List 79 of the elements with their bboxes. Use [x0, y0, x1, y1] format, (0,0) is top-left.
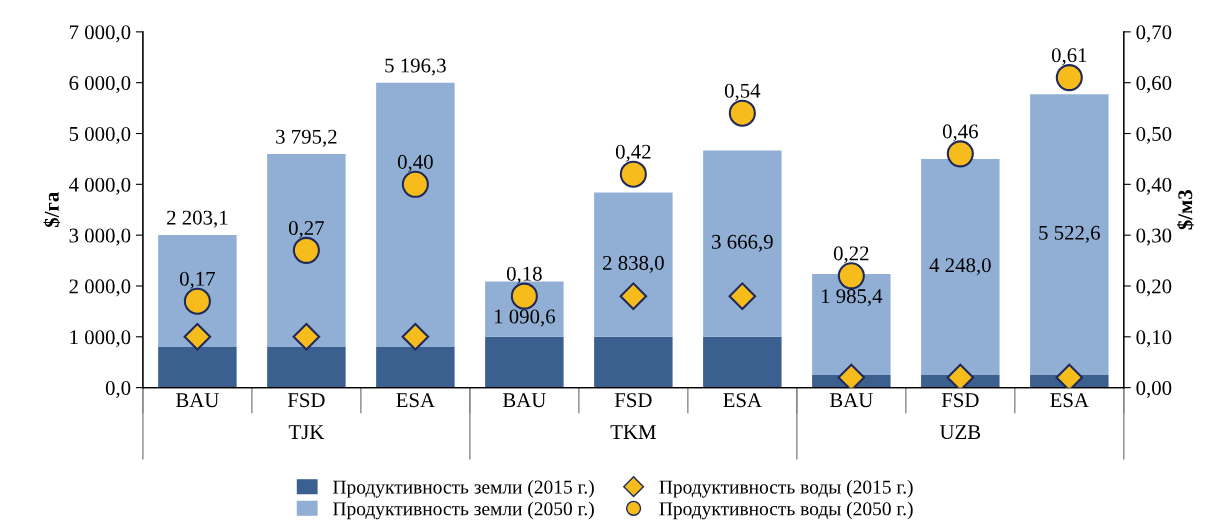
legend-label: Продуктивность земли (2050 г.): [333, 501, 594, 520]
y-tick-label: 5 000,0: [69, 126, 131, 144]
y2-tick-label: 0,30: [1136, 228, 1172, 246]
point: [728, 282, 757, 310]
point: [292, 236, 320, 264]
y2-tick-label: 0,70: [1136, 25, 1172, 43]
data-label: 0,61: [1051, 48, 1087, 66]
y2-axis-title: $/м3: [1177, 190, 1194, 230]
y-axis-title: $/га: [43, 192, 61, 228]
text: TJK: [288, 425, 325, 440]
y2-tick-label: 0,00: [1136, 381, 1172, 399]
data-label: 0,22: [833, 246, 869, 264]
point: [183, 323, 212, 351]
x-tick-label: FSD: [941, 393, 979, 408]
data-label: 0,17: [179, 271, 216, 289]
data-label: 1 985,4: [821, 289, 883, 307]
bar: [485, 336, 564, 388]
y2-tick-label: 0,10: [1136, 330, 1172, 348]
data-label: 5 522,6: [1039, 225, 1100, 243]
data-label: 0,46: [942, 124, 978, 142]
bar: [376, 82, 455, 347]
data-label: 5 196,3: [385, 58, 446, 76]
y2-tick-label: 0,60: [1136, 76, 1172, 94]
text: TKM: [610, 425, 656, 439]
x-tick-label: ESA: [1050, 393, 1089, 408]
point: [1055, 64, 1083, 92]
bar: [812, 274, 891, 375]
point: [728, 99, 756, 127]
y2-tick-label: 0,50: [1136, 126, 1172, 144]
point: [619, 160, 647, 188]
y-tick-label: 0,0: [105, 381, 131, 399]
x-tick-label: BAU: [829, 393, 873, 408]
data-label: 1 090,6: [494, 309, 555, 327]
y2-tick-label: 0,20: [1136, 279, 1172, 297]
y-tick-label: 6 000,0: [69, 76, 131, 94]
point: [401, 170, 429, 198]
bar: [1030, 94, 1109, 375]
y-tick-label: 4 000,0: [69, 177, 131, 195]
data-label: 2 838,0: [603, 255, 664, 273]
legend-label: Продуктивность воды (2050 г.): [659, 501, 913, 520]
bar: [703, 150, 782, 337]
legend-label: Продуктивность воды (2015 г.): [659, 479, 913, 498]
x-tick-label: BAU: [502, 393, 546, 408]
y2-tick-label: 0,40: [1136, 177, 1172, 195]
point: [292, 323, 321, 351]
data-label: 0,42: [615, 144, 651, 162]
x-tick-label: FSD: [614, 393, 652, 408]
data-label: 3 795,2: [276, 129, 337, 147]
y-tick-label: 1 000,0: [70, 330, 131, 348]
point: [1055, 363, 1084, 388]
bar: [594, 336, 673, 388]
data-label: 0,40: [397, 154, 433, 172]
y-tick-label: 7 000,0: [69, 25, 131, 43]
data-label: 3 666,9: [712, 234, 773, 252]
point: [837, 363, 866, 388]
bar: [703, 336, 782, 388]
data-label: 2 203,1: [167, 210, 228, 228]
legend-label: Продуктивность земли (2015 г.): [333, 479, 594, 498]
bar: [594, 192, 673, 337]
point: [946, 363, 975, 388]
data-label: 4 248,0: [929, 258, 991, 276]
point: [619, 282, 648, 310]
y-tick-label: 3 000,0: [69, 228, 131, 246]
data-label: 0,27: [288, 220, 325, 238]
bar: [921, 159, 1000, 375]
data-label: 0,18: [506, 266, 542, 284]
x-tick-label: ESA: [723, 393, 762, 408]
text: UZB: [939, 425, 981, 440]
x-tick-label: BAU: [176, 393, 219, 408]
bar: [158, 346, 237, 388]
x-tick-label: FSD: [287, 393, 325, 408]
x-tick-label: ESA: [396, 393, 435, 408]
bar: [376, 346, 455, 388]
bar: [267, 154, 346, 347]
data-label: 0,54: [724, 83, 761, 101]
point: [401, 323, 430, 351]
y-tick-label: 2 000,0: [69, 279, 131, 297]
point: [946, 140, 974, 168]
bar: [267, 346, 346, 388]
